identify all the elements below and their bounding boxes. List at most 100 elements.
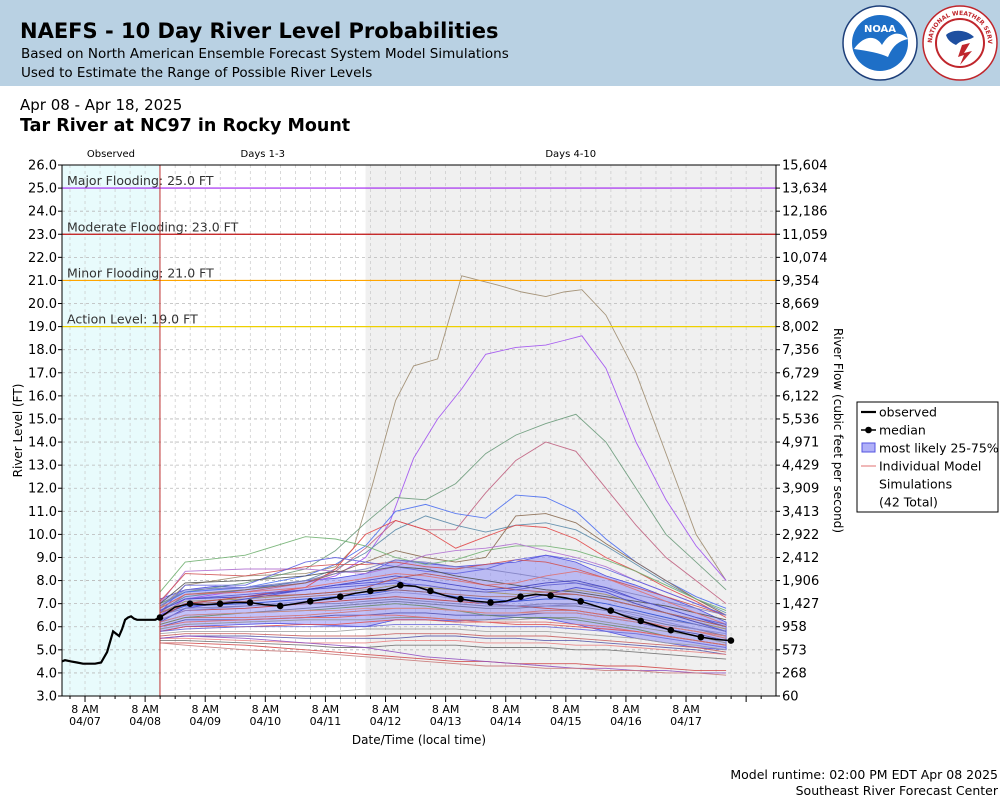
y-tick-label: 8.0 [36, 574, 57, 589]
flow-tick-label: 1,427 [782, 597, 819, 612]
median-point [246, 599, 254, 606]
subtitle-1: Based on North American Ensemble Forecas… [21, 46, 509, 62]
flood-label-3: Minor Flooding: 21.0 FT [67, 265, 214, 280]
flow-tick-label: 60 [782, 690, 799, 705]
flow-tick-label: 268 [782, 666, 807, 681]
y-tick-label: 10.0 [28, 528, 57, 543]
x-tick-date: 04/07 [69, 715, 101, 728]
legend-sims-label-1: Individual Model [879, 459, 981, 474]
simulation-line-28 [159, 635, 727, 655]
flow-tick-label: 11,059 [782, 228, 828, 243]
y-tick-label: 23.0 [28, 228, 57, 243]
median-line [159, 584, 731, 642]
flow-tick-label: 12,186 [782, 205, 828, 220]
simulation-line-23 [159, 617, 727, 644]
nws-logo: NATIONAL WEATHER SERVICE [922, 5, 998, 81]
median-point [306, 598, 314, 605]
y-tick-label: 18.0 [28, 343, 57, 358]
period-label-days-4-10: Days 4-10 [545, 149, 596, 160]
x-tick-time: 8 AM [252, 703, 280, 716]
median-point [216, 600, 224, 607]
simulation-line-1 [159, 275, 727, 609]
median-point [607, 607, 615, 614]
flow-tick-label: 7,356 [782, 343, 819, 358]
median-point [697, 633, 705, 641]
flow-tick-label: 4,429 [782, 459, 819, 474]
simulation-line-27 [159, 633, 727, 653]
forecast-center: Southeast River Forecast Center [795, 783, 998, 798]
noaa-logo-text: NOAA [864, 24, 896, 35]
y-tick-label: 7.0 [36, 597, 57, 612]
plot-frame [61, 164, 777, 697]
x-tick-date: 04/15 [550, 715, 582, 728]
legend-band-label: most likely 25-75% [879, 441, 999, 456]
simulation-line-11 [159, 559, 727, 616]
x-tick-time: 8 AM [312, 703, 340, 716]
legend-band-swatch [861, 442, 876, 453]
simulation-line-18 [159, 589, 727, 632]
y-tick-label: 13.0 [28, 459, 57, 474]
y-axis-title: River Level (FT) [11, 384, 25, 478]
page-title: NAEFS - 10 Day River Level Probabilities [20, 19, 499, 43]
y-tick-label: 6.0 [36, 620, 57, 635]
flow-tick-label: 8,669 [782, 297, 819, 312]
median-point [367, 587, 374, 595]
y-tick-label: 14.0 [28, 436, 57, 451]
subtitle-2: Used to Estimate the Range of Possible R… [21, 65, 373, 81]
flow-tick-label: 10,074 [782, 251, 828, 266]
flow-tick-label: 573 [782, 643, 807, 658]
simulation-line-38 [159, 614, 727, 646]
simulation-line-13 [159, 566, 727, 621]
simulation-line-39 [159, 582, 727, 625]
x-tick-time: 8 AM [432, 703, 460, 716]
flow-tick-label: 8,002 [782, 320, 819, 335]
simulation-line-15 [159, 570, 727, 625]
flow-tick-label: 6,729 [782, 366, 819, 381]
median-point [547, 592, 554, 599]
y-tick-label: 21.0 [28, 274, 57, 289]
median-point [667, 626, 675, 634]
simulation-line-3 [159, 413, 727, 605]
flow-tick-label: 2,922 [782, 528, 819, 543]
model-runtime: Model runtime: 02:00 PM EDT Apr 08 2025 [730, 767, 998, 782]
x-tick-time: 8 AM [372, 703, 400, 716]
simulation-line-26 [159, 628, 727, 651]
observed-region [62, 165, 160, 696]
legend-box [856, 401, 999, 513]
y-tick-label: 22.0 [28, 251, 57, 266]
simulation-line-40 [159, 589, 727, 628]
flood-label-4: Action Level: 19.0 FT [67, 312, 198, 327]
x-tick-date: 04/12 [370, 715, 402, 728]
x-tick-time: 8 AM [552, 703, 580, 716]
flow-tick-label: 4,971 [782, 436, 819, 451]
y-tick-label: 19.0 [28, 320, 57, 335]
median-point [517, 593, 524, 601]
median-point [186, 600, 194, 607]
x-tick-date: 04/11 [310, 715, 342, 728]
y-tick-label: 15.0 [28, 412, 57, 427]
observed-line [61, 615, 161, 665]
median-point [427, 587, 434, 595]
flow-tick-label: 13,634 [782, 182, 828, 197]
simulation-line-25 [159, 623, 727, 648]
x-axis-title: Date/Time (local time) [352, 733, 486, 747]
date-range: Apr 08 - Apr 18, 2025 [20, 96, 183, 114]
flow-tick-label: 1,906 [782, 574, 819, 589]
x-tick-time: 8 AM [672, 703, 700, 716]
legend-sims-label-2: Simulations [879, 477, 952, 492]
x-tick-date: 04/16 [610, 715, 642, 728]
simulation-line-12 [159, 554, 727, 616]
x-tick-time: 8 AM [191, 703, 219, 716]
median-point [457, 595, 464, 603]
flood-label-2: Moderate Flooding: 23.0 FT [67, 219, 239, 234]
median-point [727, 637, 735, 644]
flow-tick-label: 958 [782, 620, 807, 635]
y-tick-label: 12.0 [28, 482, 57, 497]
y-tick-label: 17.0 [28, 366, 57, 381]
y-tick-label: 5.0 [36, 643, 57, 658]
x-tick-date: 04/10 [249, 715, 281, 728]
legend-sims-label-3: (42 Total) [879, 495, 938, 510]
y-tick-label: 24.0 [28, 205, 57, 220]
y-tick-label: 25.0 [28, 182, 57, 197]
